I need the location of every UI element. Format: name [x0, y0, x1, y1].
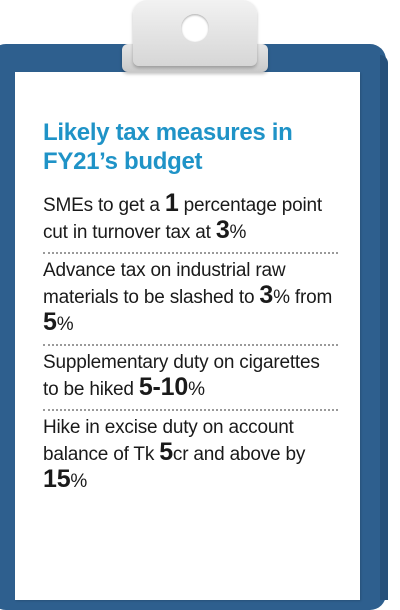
tax-measures-list: Likely tax measures in FY21’s budget SME…	[43, 118, 338, 501]
page-title: Likely tax measures in FY21’s budget	[43, 119, 293, 175]
measure-text: %	[188, 379, 205, 400]
measure-item: Supplementary duty on cigarettes to be h…	[43, 346, 338, 411]
measure-text: %	[229, 222, 247, 243]
highlight-value: 3	[215, 216, 230, 244]
measure-item: Advance tax on industrial raw materials …	[43, 254, 338, 346]
clip-hole	[181, 14, 209, 42]
highlight-value: 1	[164, 189, 179, 217]
measure-text: percentage point cut in turnover tax at	[43, 195, 322, 243]
measure-text: %	[70, 471, 88, 492]
measure-text: Hike in excise duty on account balance o…	[43, 417, 294, 465]
measure-text: %	[56, 314, 74, 335]
measure-items: SMEs to get a 1 percentage point cut in …	[43, 186, 338, 501]
measure-text: cr and above by	[172, 444, 306, 465]
measure-text: % from	[273, 287, 333, 308]
clipboard-edge	[380, 55, 388, 600]
measure-text: Supplementary duty on cigarettes to be h…	[43, 352, 320, 400]
highlight-value: 15	[43, 465, 71, 493]
measure-item: SMEs to get a 1 percentage point cut in …	[43, 186, 338, 254]
highlight-value: 5	[43, 308, 57, 336]
measure-text: Advance tax on industrial raw materials …	[43, 260, 286, 308]
measure-item: Hike in excise duty on account balance o…	[43, 411, 338, 501]
highlight-value: 5-10	[138, 373, 189, 401]
clipboard-paper	[15, 72, 360, 600]
measure-text: SMEs to get a	[43, 195, 165, 216]
highlight-value: 3	[259, 281, 274, 309]
highlight-value: 5	[159, 438, 173, 466]
